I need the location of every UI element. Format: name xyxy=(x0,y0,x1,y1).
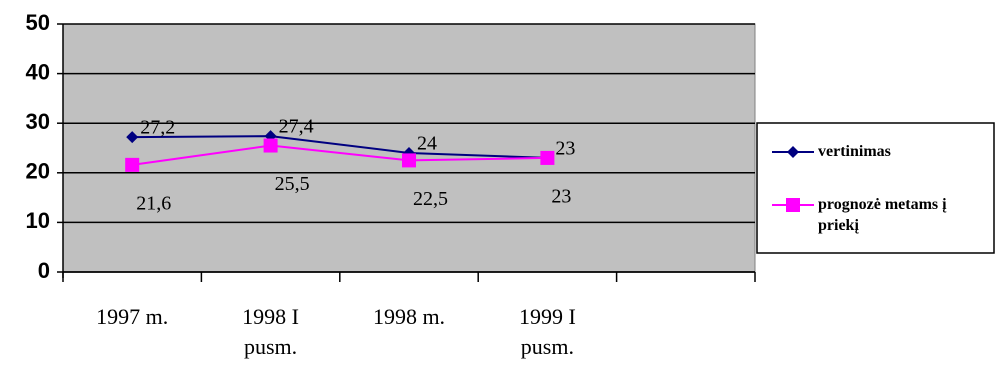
x-tick-label: 1998 I pusm. xyxy=(242,304,299,359)
data-label: 21,6 xyxy=(136,192,171,214)
marker xyxy=(126,131,139,144)
data-label: 22,5 xyxy=(413,188,448,210)
legend-marker xyxy=(786,198,800,212)
data-label: 24 xyxy=(417,133,437,155)
data-label: 27,4 xyxy=(279,116,314,138)
line xyxy=(132,135,548,159)
marker xyxy=(263,138,278,153)
y-tick-label: 20 xyxy=(26,159,50,184)
data-label: 27,2 xyxy=(140,117,175,139)
y-tick-label: 10 xyxy=(26,208,50,233)
legend-label: vertinimas xyxy=(818,143,891,160)
legend-box xyxy=(756,122,995,254)
x-tick-label: 1999 I pusm. xyxy=(518,304,576,359)
y-tick-label: 40 xyxy=(26,59,50,84)
y-tick-label: 50 xyxy=(26,10,50,35)
y-tick-label: 0 xyxy=(38,258,50,283)
legend-marker xyxy=(787,146,799,158)
x-tick-label: 1998 m. xyxy=(372,304,446,329)
data-label: 23 xyxy=(555,138,575,160)
y-tick-label: 30 xyxy=(26,109,50,134)
x-tick-label: 1997 m. xyxy=(96,304,169,329)
marker xyxy=(402,153,416,168)
line xyxy=(132,144,548,166)
data-label: 25,5 xyxy=(275,173,310,195)
marker xyxy=(540,150,555,165)
legend-label: prognozė metams į priekį xyxy=(818,196,947,234)
marker xyxy=(125,157,140,172)
data-label: 23 xyxy=(551,186,571,208)
